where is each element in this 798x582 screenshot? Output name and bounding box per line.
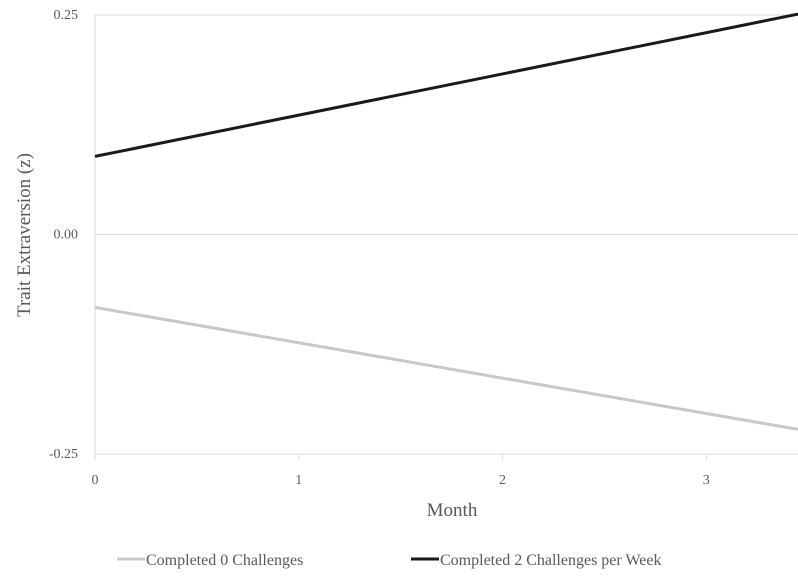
axes — [94, 15, 707, 460]
y-axis-label: Trait Extraversion (z) — [14, 153, 35, 317]
series-line-0 — [94, 305, 798, 431]
series-lines — [94, 12, 798, 431]
legend: Completed 0 Challenges Completed 2 Challe… — [117, 552, 661, 569]
tick-labels: -0.25 0.00 0.25 0 1 2 3 — [49, 8, 710, 488]
legend-label-1: Completed 2 Challenges per Week — [440, 552, 661, 569]
x-tick-label: 2 — [499, 473, 506, 488]
y-tick-label: -0.25 — [49, 447, 78, 462]
gridlines — [95, 14, 798, 455]
x-tick-label: 0 — [92, 473, 99, 488]
x-tick-label: 3 — [703, 473, 710, 488]
x-axis-label: Month — [427, 500, 478, 521]
y-tick-label: 0.00 — [54, 228, 79, 243]
x-tick-label: 1 — [295, 473, 302, 488]
legend-label-0: Completed 0 Challenges — [146, 552, 303, 569]
y-tick-label: 0.25 — [54, 8, 79, 23]
series-line-1 — [94, 12, 798, 158]
